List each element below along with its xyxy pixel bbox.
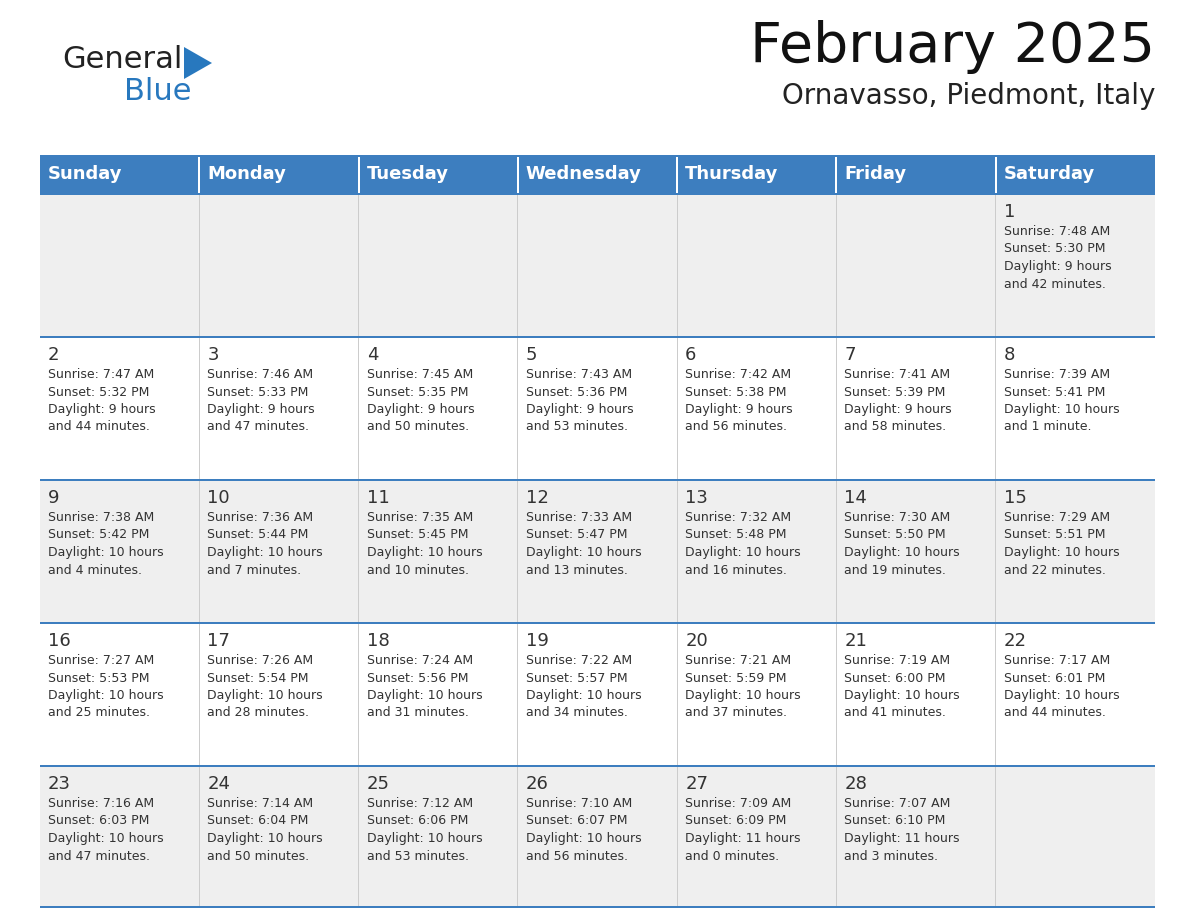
Bar [40, 479, 1155, 481]
Text: 7: 7 [845, 346, 855, 364]
Bar [40, 193, 1155, 195]
Text: Sunrise: 7:16 AM
Sunset: 6:03 PM
Daylight: 10 hours
and 47 minutes.: Sunrise: 7:16 AM Sunset: 6:03 PM Dayligh… [48, 797, 164, 863]
Text: 17: 17 [207, 632, 230, 650]
Bar [40, 193, 1155, 336]
Text: 4: 4 [367, 346, 378, 364]
Text: Sunrise: 7:33 AM
Sunset: 5:47 PM
Daylight: 10 hours
and 13 minutes.: Sunrise: 7:33 AM Sunset: 5:47 PM Dayligh… [526, 511, 642, 577]
Text: Saturday: Saturday [1004, 165, 1095, 183]
Bar [198, 155, 201, 193]
Text: Sunrise: 7:39 AM
Sunset: 5:41 PM
Daylight: 10 hours
and 1 minute.: Sunrise: 7:39 AM Sunset: 5:41 PM Dayligh… [1004, 368, 1119, 433]
Text: Ornavasso, Piedmont, Italy: Ornavasso, Piedmont, Italy [782, 82, 1155, 110]
Text: Sunrise: 7:35 AM
Sunset: 5:45 PM
Daylight: 10 hours
and 10 minutes.: Sunrise: 7:35 AM Sunset: 5:45 PM Dayligh… [367, 511, 482, 577]
Text: Monday: Monday [207, 165, 286, 183]
Text: 9: 9 [48, 489, 59, 507]
Text: Sunrise: 7:29 AM
Sunset: 5:51 PM
Daylight: 10 hours
and 22 minutes.: Sunrise: 7:29 AM Sunset: 5:51 PM Dayligh… [1004, 511, 1119, 577]
Text: 18: 18 [367, 632, 390, 650]
Bar [40, 155, 1155, 157]
Text: 19: 19 [526, 632, 549, 650]
Text: 26: 26 [526, 775, 549, 793]
Bar [200, 155, 359, 193]
Text: 10: 10 [207, 489, 230, 507]
Text: Sunday: Sunday [48, 165, 122, 183]
Text: Sunrise: 7:24 AM
Sunset: 5:56 PM
Daylight: 10 hours
and 31 minutes.: Sunrise: 7:24 AM Sunset: 5:56 PM Dayligh… [367, 654, 482, 720]
Bar [40, 336, 1155, 338]
Text: Sunrise: 7:17 AM
Sunset: 6:01 PM
Daylight: 10 hours
and 44 minutes.: Sunrise: 7:17 AM Sunset: 6:01 PM Dayligh… [1004, 654, 1119, 720]
Text: Sunrise: 7:19 AM
Sunset: 6:00 PM
Daylight: 10 hours
and 41 minutes.: Sunrise: 7:19 AM Sunset: 6:00 PM Dayligh… [845, 654, 960, 720]
Text: Friday: Friday [845, 165, 906, 183]
Text: Sunrise: 7:09 AM
Sunset: 6:09 PM
Daylight: 11 hours
and 0 minutes.: Sunrise: 7:09 AM Sunset: 6:09 PM Dayligh… [685, 797, 801, 863]
Text: 22: 22 [1004, 632, 1026, 650]
Text: 16: 16 [48, 632, 71, 650]
Text: 15: 15 [1004, 489, 1026, 507]
Bar [40, 906, 1155, 908]
Text: 12: 12 [526, 489, 549, 507]
Text: Sunrise: 7:46 AM
Sunset: 5:33 PM
Daylight: 9 hours
and 47 minutes.: Sunrise: 7:46 AM Sunset: 5:33 PM Dayligh… [207, 368, 315, 433]
Text: Sunrise: 7:36 AM
Sunset: 5:44 PM
Daylight: 10 hours
and 7 minutes.: Sunrise: 7:36 AM Sunset: 5:44 PM Dayligh… [207, 511, 323, 577]
Text: Sunrise: 7:38 AM
Sunset: 5:42 PM
Daylight: 10 hours
and 4 minutes.: Sunrise: 7:38 AM Sunset: 5:42 PM Dayligh… [48, 511, 164, 577]
Bar [358, 155, 360, 193]
Text: Sunrise: 7:43 AM
Sunset: 5:36 PM
Daylight: 9 hours
and 53 minutes.: Sunrise: 7:43 AM Sunset: 5:36 PM Dayligh… [526, 368, 633, 433]
Text: Sunrise: 7:45 AM
Sunset: 5:35 PM
Daylight: 9 hours
and 50 minutes.: Sunrise: 7:45 AM Sunset: 5:35 PM Dayligh… [367, 368, 474, 433]
Text: February 2025: February 2025 [750, 20, 1155, 74]
Bar [40, 155, 200, 193]
Text: Tuesday: Tuesday [367, 165, 449, 183]
Bar [40, 622, 1155, 624]
Text: Sunrise: 7:22 AM
Sunset: 5:57 PM
Daylight: 10 hours
and 34 minutes.: Sunrise: 7:22 AM Sunset: 5:57 PM Dayligh… [526, 654, 642, 720]
Text: Sunrise: 7:26 AM
Sunset: 5:54 PM
Daylight: 10 hours
and 28 minutes.: Sunrise: 7:26 AM Sunset: 5:54 PM Dayligh… [207, 654, 323, 720]
Bar [994, 155, 997, 193]
Text: 1: 1 [1004, 203, 1015, 221]
Text: Blue: Blue [124, 77, 191, 106]
Text: Sunrise: 7:07 AM
Sunset: 6:10 PM
Daylight: 11 hours
and 3 minutes.: Sunrise: 7:07 AM Sunset: 6:10 PM Dayligh… [845, 797, 960, 863]
Text: 13: 13 [685, 489, 708, 507]
Text: Sunrise: 7:41 AM
Sunset: 5:39 PM
Daylight: 9 hours
and 58 minutes.: Sunrise: 7:41 AM Sunset: 5:39 PM Dayligh… [845, 368, 952, 433]
Bar [40, 622, 1155, 765]
Text: 20: 20 [685, 632, 708, 650]
Bar [517, 155, 519, 193]
Text: Sunrise: 7:27 AM
Sunset: 5:53 PM
Daylight: 10 hours
and 25 minutes.: Sunrise: 7:27 AM Sunset: 5:53 PM Dayligh… [48, 654, 164, 720]
Bar [676, 155, 678, 193]
Text: Sunrise: 7:21 AM
Sunset: 5:59 PM
Daylight: 10 hours
and 37 minutes.: Sunrise: 7:21 AM Sunset: 5:59 PM Dayligh… [685, 654, 801, 720]
Text: 8: 8 [1004, 346, 1015, 364]
Text: 24: 24 [207, 775, 230, 793]
Text: General: General [62, 45, 183, 74]
Text: 25: 25 [367, 775, 390, 793]
Bar [40, 765, 1155, 908]
Polygon shape [184, 47, 211, 79]
Text: Thursday: Thursday [685, 165, 778, 183]
Text: 3: 3 [207, 346, 219, 364]
Bar [40, 336, 1155, 479]
Text: 14: 14 [845, 489, 867, 507]
Text: Sunrise: 7:30 AM
Sunset: 5:50 PM
Daylight: 10 hours
and 19 minutes.: Sunrise: 7:30 AM Sunset: 5:50 PM Dayligh… [845, 511, 960, 577]
Text: Sunrise: 7:48 AM
Sunset: 5:30 PM
Daylight: 9 hours
and 42 minutes.: Sunrise: 7:48 AM Sunset: 5:30 PM Dayligh… [1004, 225, 1111, 290]
Text: Sunrise: 7:14 AM
Sunset: 6:04 PM
Daylight: 10 hours
and 50 minutes.: Sunrise: 7:14 AM Sunset: 6:04 PM Dayligh… [207, 797, 323, 863]
Bar [836, 155, 996, 193]
Text: Sunrise: 7:10 AM
Sunset: 6:07 PM
Daylight: 10 hours
and 56 minutes.: Sunrise: 7:10 AM Sunset: 6:07 PM Dayligh… [526, 797, 642, 863]
Text: Sunrise: 7:12 AM
Sunset: 6:06 PM
Daylight: 10 hours
and 53 minutes.: Sunrise: 7:12 AM Sunset: 6:06 PM Dayligh… [367, 797, 482, 863]
Bar [677, 155, 836, 193]
Bar [518, 155, 677, 193]
Text: 23: 23 [48, 775, 71, 793]
Text: 6: 6 [685, 346, 696, 364]
Text: 2: 2 [48, 346, 59, 364]
Text: 21: 21 [845, 632, 867, 650]
Text: Sunrise: 7:32 AM
Sunset: 5:48 PM
Daylight: 10 hours
and 16 minutes.: Sunrise: 7:32 AM Sunset: 5:48 PM Dayligh… [685, 511, 801, 577]
Text: 28: 28 [845, 775, 867, 793]
Text: Sunrise: 7:47 AM
Sunset: 5:32 PM
Daylight: 9 hours
and 44 minutes.: Sunrise: 7:47 AM Sunset: 5:32 PM Dayligh… [48, 368, 156, 433]
Text: 27: 27 [685, 775, 708, 793]
Bar [996, 155, 1155, 193]
Text: Sunrise: 7:42 AM
Sunset: 5:38 PM
Daylight: 9 hours
and 56 minutes.: Sunrise: 7:42 AM Sunset: 5:38 PM Dayligh… [685, 368, 792, 433]
Bar [40, 479, 1155, 622]
Text: Wednesday: Wednesday [526, 165, 642, 183]
Text: 5: 5 [526, 346, 537, 364]
Text: 11: 11 [367, 489, 390, 507]
Bar [40, 765, 1155, 767]
Bar [359, 155, 518, 193]
Bar [835, 155, 838, 193]
